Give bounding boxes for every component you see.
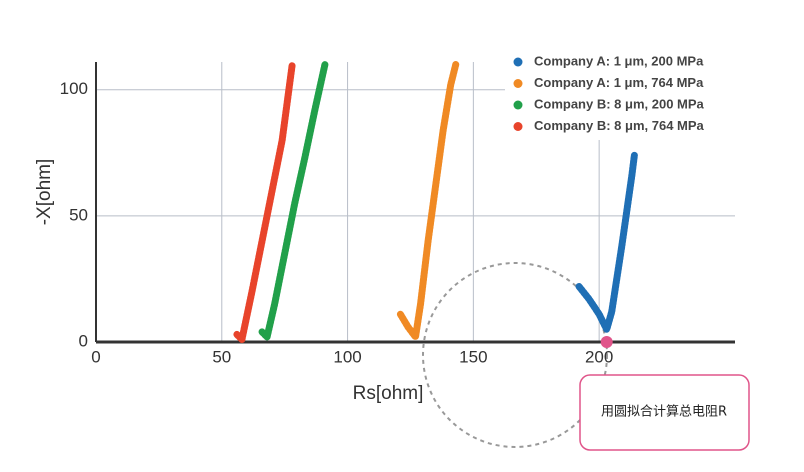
x-tick-label: 50 — [212, 347, 231, 366]
legend-label: Company A: 1 μm, 764 MPa — [534, 75, 704, 90]
legend-marker — [513, 79, 523, 88]
y-tick-label: 0 — [79, 331, 88, 350]
legend-box — [505, 50, 755, 140]
legend-marker — [513, 57, 523, 67]
x-tick-label: 150 — [459, 347, 487, 366]
x-tick-label: 0 — [91, 347, 100, 366]
annotation-point — [600, 336, 613, 348]
legend-marker — [513, 100, 523, 110]
legend-label: Company B: 8 μm, 764 MPa — [534, 118, 705, 133]
x-tick-label: 200 — [585, 347, 613, 366]
legend-label: Company B: 8 μm, 200 MPa — [534, 96, 705, 111]
x-axis-label: Rs[ohm] — [353, 383, 424, 404]
series-line — [396, 61, 460, 341]
legend-marker — [513, 122, 523, 131]
annotation-box — [579, 374, 750, 451]
y-tick-label: 50 — [69, 205, 88, 224]
series-line — [575, 151, 638, 333]
legend-label: Company A: 1 μm, 200 MPa — [534, 53, 704, 68]
x-tick-label: 100 — [333, 347, 361, 366]
y-axis-label: -X[ohm] — [34, 159, 55, 226]
series-line — [233, 61, 296, 343]
annotation-text: 用圆拟合计算总电阻R — [601, 405, 727, 420]
series-line — [258, 61, 329, 341]
y-tick-label: 100 — [60, 79, 88, 98]
fit-circle — [422, 262, 608, 448]
